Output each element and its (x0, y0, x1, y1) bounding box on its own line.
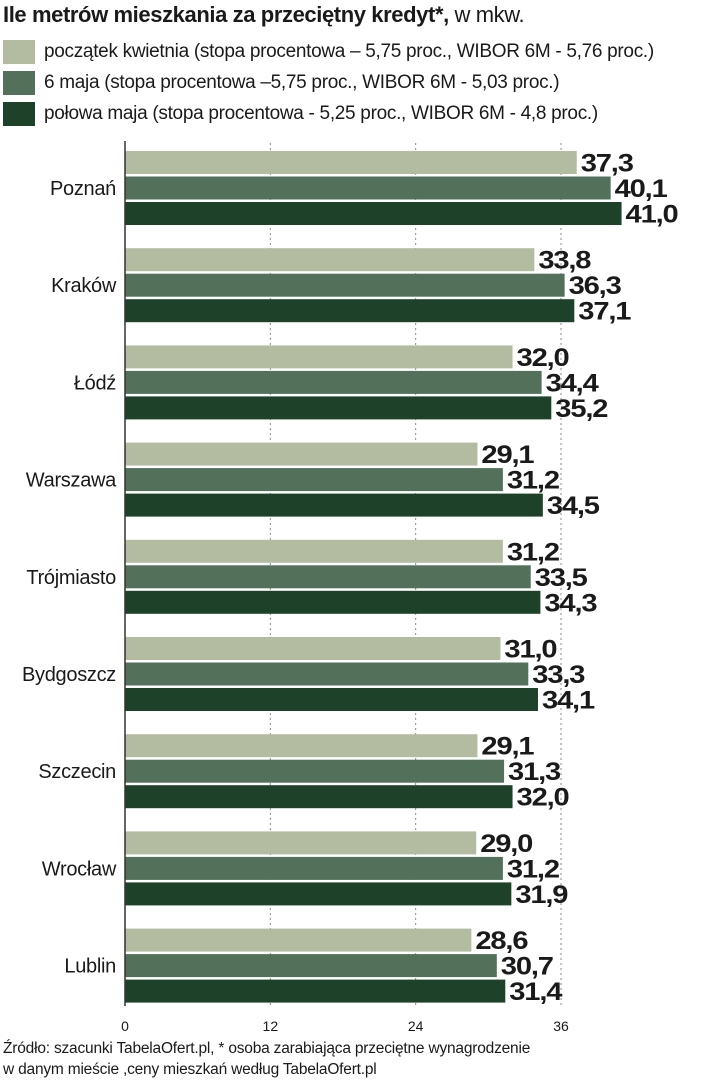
category-label-4: Trójmiasto (26, 567, 116, 589)
legend-label-may6: 6 maja (stopa procentowa –5,75 proc., WI… (44, 71, 560, 93)
bar-5-2 (125, 688, 538, 711)
source-line-2: w danym mieście ,ceny mieszkań według Ta… (3, 1061, 377, 1078)
bar-4-0 (125, 539, 503, 563)
legend-item-midmay: połowa maja (stopa procentowa - 5,25 pro… (3, 98, 654, 129)
value-label-2-0: 32,0 (517, 344, 569, 372)
source-note: Źródło: szacunki TabelaOfert.pl, * osoba… (3, 1038, 530, 1080)
value-label-5-0: 31,0 (504, 636, 556, 664)
chart-title: Ile metrów mieszkania za przeciętny kred… (3, 2, 525, 28)
category-label-1: Kraków (51, 275, 117, 297)
bar-chart: 37,340,141,0 Poznań 33,836,337,1 Kraków 32,0… (22, 141, 679, 1034)
x-tick-label-24: 24 (408, 1018, 424, 1034)
value-label-3-0: 29,1 (481, 441, 534, 469)
category-label-2: Łódź (74, 372, 116, 394)
bar-2-2 (125, 396, 552, 420)
value-label-8-0: 28,6 (475, 927, 527, 955)
value-label-2-1: 34,4 (546, 369, 599, 397)
bar-6-2 (125, 785, 513, 809)
legend-item-may6: 6 maja (stopa procentowa –5,75 proc., WI… (3, 67, 654, 98)
bar-8-1 (125, 954, 497, 978)
category-label-8: Lublin (64, 956, 116, 978)
category-label-5: Bydgoszcz (22, 664, 116, 686)
value-label-2-2: 35,2 (555, 395, 607, 423)
value-label-1-1: 36,3 (569, 272, 621, 300)
category-label-3: Warszawa (26, 470, 117, 492)
legend-swatch-midmay (3, 101, 35, 126)
value-label-1-0: 33,8 (538, 247, 591, 275)
legend-swatch-april (3, 39, 35, 64)
value-label-3-1: 31,2 (507, 467, 559, 495)
bar-1-1 (125, 273, 565, 297)
source-line-1: Źródło: szacunki TabelaOfert.pl, * osoba… (3, 1040, 531, 1057)
value-label-1-2: 37,1 (578, 298, 631, 326)
bar-0-1 (125, 176, 611, 200)
value-label-0-0: 37,3 (581, 150, 633, 178)
bar-2-0 (125, 345, 513, 369)
legend-item-april: początek kwietnia (stopa procentowa – 5,… (3, 36, 654, 67)
value-label-4-0: 31,2 (507, 538, 559, 566)
value-label-5-2: 34,1 (542, 687, 595, 715)
chart-title-main: Ile metrów mieszkania za przeciętny kred… (3, 2, 449, 27)
bar-5-0 (125, 637, 501, 660)
value-label-6-0: 29,1 (481, 733, 534, 761)
bar-7-1 (125, 856, 503, 880)
x-tick-label-0: 0 (121, 1018, 129, 1034)
value-label-8-1: 30,7 (501, 953, 553, 981)
bar-5-1 (125, 662, 529, 686)
category-label-0: Poznań (50, 178, 116, 200)
bar-3-1 (125, 468, 503, 492)
value-label-4-2: 34,3 (544, 589, 596, 617)
bar-8-2 (125, 979, 506, 1003)
value-label-3-2: 34,5 (547, 492, 600, 520)
value-label-5-1: 33,3 (532, 661, 584, 689)
value-label-0-1: 40,1 (615, 175, 668, 203)
category-label-7: Wrocław (42, 858, 117, 880)
bar-2-1 (125, 370, 542, 394)
bar-0-2 (125, 202, 622, 225)
x-tick-label-36: 36 (553, 1018, 569, 1034)
bar-3-2 (125, 493, 543, 517)
bar-6-1 (125, 759, 505, 783)
legend-label-midmay: połowa maja (stopa procentowa - 5,25 pro… (44, 102, 598, 124)
bar-4-2 (125, 590, 541, 614)
value-label-4-1: 33,5 (535, 564, 588, 592)
legend-label-april: początek kwietnia (stopa procentowa – 5,… (44, 40, 654, 62)
bar-6-0 (125, 734, 478, 758)
bar-4-1 (125, 565, 531, 589)
value-label-8-2: 31,4 (509, 978, 562, 1006)
bar-7-0 (125, 831, 477, 855)
legend: początek kwietnia (stopa procentowa – 5,… (3, 36, 654, 129)
bar-1-0 (125, 248, 535, 272)
bar-7-2 (125, 882, 512, 906)
value-label-6-1: 31,3 (508, 758, 560, 786)
value-label-7-1: 31,2 (507, 855, 559, 883)
bar-0-0 (125, 151, 577, 174)
legend-swatch-may6 (3, 70, 35, 95)
x-tick-label-12: 12 (263, 1018, 279, 1034)
value-label-7-0: 29,0 (480, 830, 532, 858)
value-label-6-2: 32,0 (517, 784, 569, 812)
category-label-6: Szczecin (38, 761, 116, 783)
value-label-7-2: 31,9 (515, 881, 567, 909)
chart-title-unit: w mkw. (448, 2, 525, 27)
value-label-0-2: 41,0 (626, 201, 678, 229)
bar-1-2 (125, 299, 575, 323)
bar-8-0 (125, 928, 472, 952)
bar-3-0 (125, 442, 478, 466)
